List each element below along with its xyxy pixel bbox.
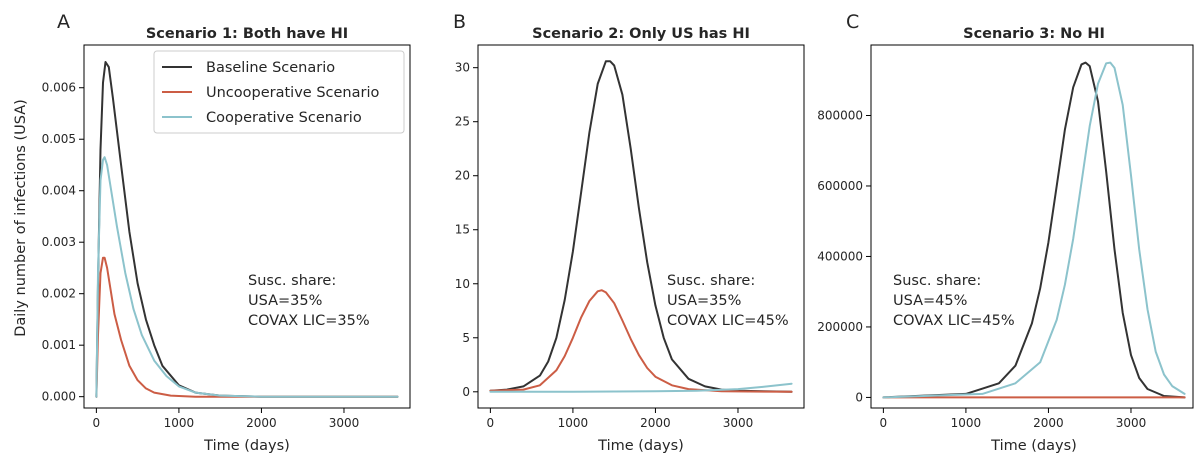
panel-b-ytick-label: 20	[455, 169, 470, 183]
panel-b-series-uncooperative-scenario	[489, 289, 793, 393]
panel-b-title: Scenario 2: Only US has HI	[532, 26, 750, 42]
panel-a-ytick-label: 0.001	[42, 338, 76, 352]
panel-a-xtick-label: 1000	[164, 416, 195, 430]
panel-a-xtick-label: 0	[93, 416, 101, 430]
panel-c-letter: C	[846, 11, 859, 33]
panel-c-annotation-line-1: Susc. share:	[893, 273, 981, 289]
panel-c-xlabel: Time (days)	[990, 438, 1077, 454]
panel-c-axes-frame	[870, 44, 1194, 409]
panel-c-ytick-label: 200000	[817, 320, 863, 334]
panel-b-letter: B	[453, 11, 466, 33]
panel-a-ytick-label: 0.004	[42, 184, 76, 198]
panel-c-annotation-line-2: USA=45%	[893, 293, 967, 309]
panel-c-series-baseline-scenario	[882, 61, 1186, 399]
legend: Baseline Scenario Uncooperative Scenario…	[153, 50, 405, 134]
legend-frame	[153, 50, 405, 134]
panel-b-ytick-label: 0	[462, 385, 470, 399]
panel-b-ytick-label: 30	[455, 61, 470, 75]
panel-a-ytick-label: 0.000	[42, 390, 76, 404]
panel-c-ytick-label: 600000	[817, 179, 863, 193]
panel-a-xtick-label: 2000	[246, 416, 277, 430]
panel-b-ytick-label: 15	[455, 223, 470, 237]
panel-b-ytick-label: 25	[455, 115, 470, 129]
panel-b-annotation-line-2: USA=35%	[667, 293, 741, 309]
panel-a-ytick-label: 0.002	[42, 287, 76, 301]
panel-a-ytick-label: 0.006	[42, 81, 76, 95]
panel-b-xtick-label: 2000	[640, 416, 671, 430]
panel-b-xtick-label: 0	[487, 416, 495, 430]
panel-a-annotation-line-3: COVAX LIC=35%	[248, 313, 370, 329]
panel-c-ytick-label: 800000	[817, 108, 863, 122]
panel-c-xtick-label: 3000	[1116, 416, 1147, 430]
panel-a-series-cooperative-scenario	[95, 156, 399, 398]
panel-c-title: Scenario 3: No HI	[963, 26, 1105, 42]
panel-b-annotation-line-3: COVAX LIC=45%	[667, 313, 789, 329]
legend-label-uncooperative: Uncooperative Scenario	[206, 85, 379, 101]
panel-b-annotation-line-1: Susc. share:	[667, 273, 755, 289]
legend-label-baseline: Baseline Scenario	[206, 60, 335, 76]
panel-c-xtick-label: 0	[880, 416, 888, 430]
panel-b-series-cooperative-scenario	[489, 382, 793, 393]
panel-a-title: Scenario 1: Both have HI	[146, 26, 348, 42]
panel-b: B Scenario 2: Only US has HI 0 1000 2000 30…	[453, 11, 805, 454]
panel-a-xtick-label: 3000	[329, 416, 360, 430]
legend-label-cooperative: Cooperative Scenario	[206, 110, 362, 126]
panel-b-series-baseline-scenario	[489, 60, 793, 393]
panel-a-ytick-label: 0.005	[42, 132, 76, 146]
panel-c-ytick-label: 0	[855, 390, 863, 404]
panel-b-ytick-label: 10	[455, 277, 470, 291]
panel-b-xlabel: Time (days)	[597, 438, 684, 454]
panel-a-ylabel: Daily number of infections (USA)	[13, 99, 29, 337]
panel-c: C Scenario 3: No HI 0 1000 2000 3000 0 200000…	[817, 11, 1194, 454]
panel-c-ytick-label: 400000	[817, 249, 863, 263]
panel-a-ytick-label: 0.003	[42, 235, 76, 249]
panel-b-xtick-label: 1000	[558, 416, 589, 430]
panel-a-axes-frame	[83, 44, 411, 409]
panel-b-xtick-label: 3000	[723, 416, 754, 430]
panel-b-ytick-label: 5	[462, 331, 470, 345]
panel-a-letter: A	[57, 11, 70, 33]
panel-a-annotation-line-1: Susc. share:	[248, 273, 336, 289]
panel-c-annotation-line-3: COVAX LIC=45%	[893, 313, 1015, 329]
panel-b-axes-frame	[477, 44, 805, 409]
panel-a-xlabel: Time (days)	[203, 438, 290, 454]
panel-c-xtick-label: 1000	[951, 416, 982, 430]
panel-c-xtick-label: 2000	[1033, 416, 1064, 430]
panel-a: A Scenario 1: Both have HI 0 1000 2000 3000…	[13, 11, 411, 454]
panel-a-series-uncooperative-scenario	[95, 256, 399, 398]
panel-a-annotation-line-2: USA=35%	[248, 293, 322, 309]
panel-c-series-cooperative-scenario	[882, 61, 1186, 399]
